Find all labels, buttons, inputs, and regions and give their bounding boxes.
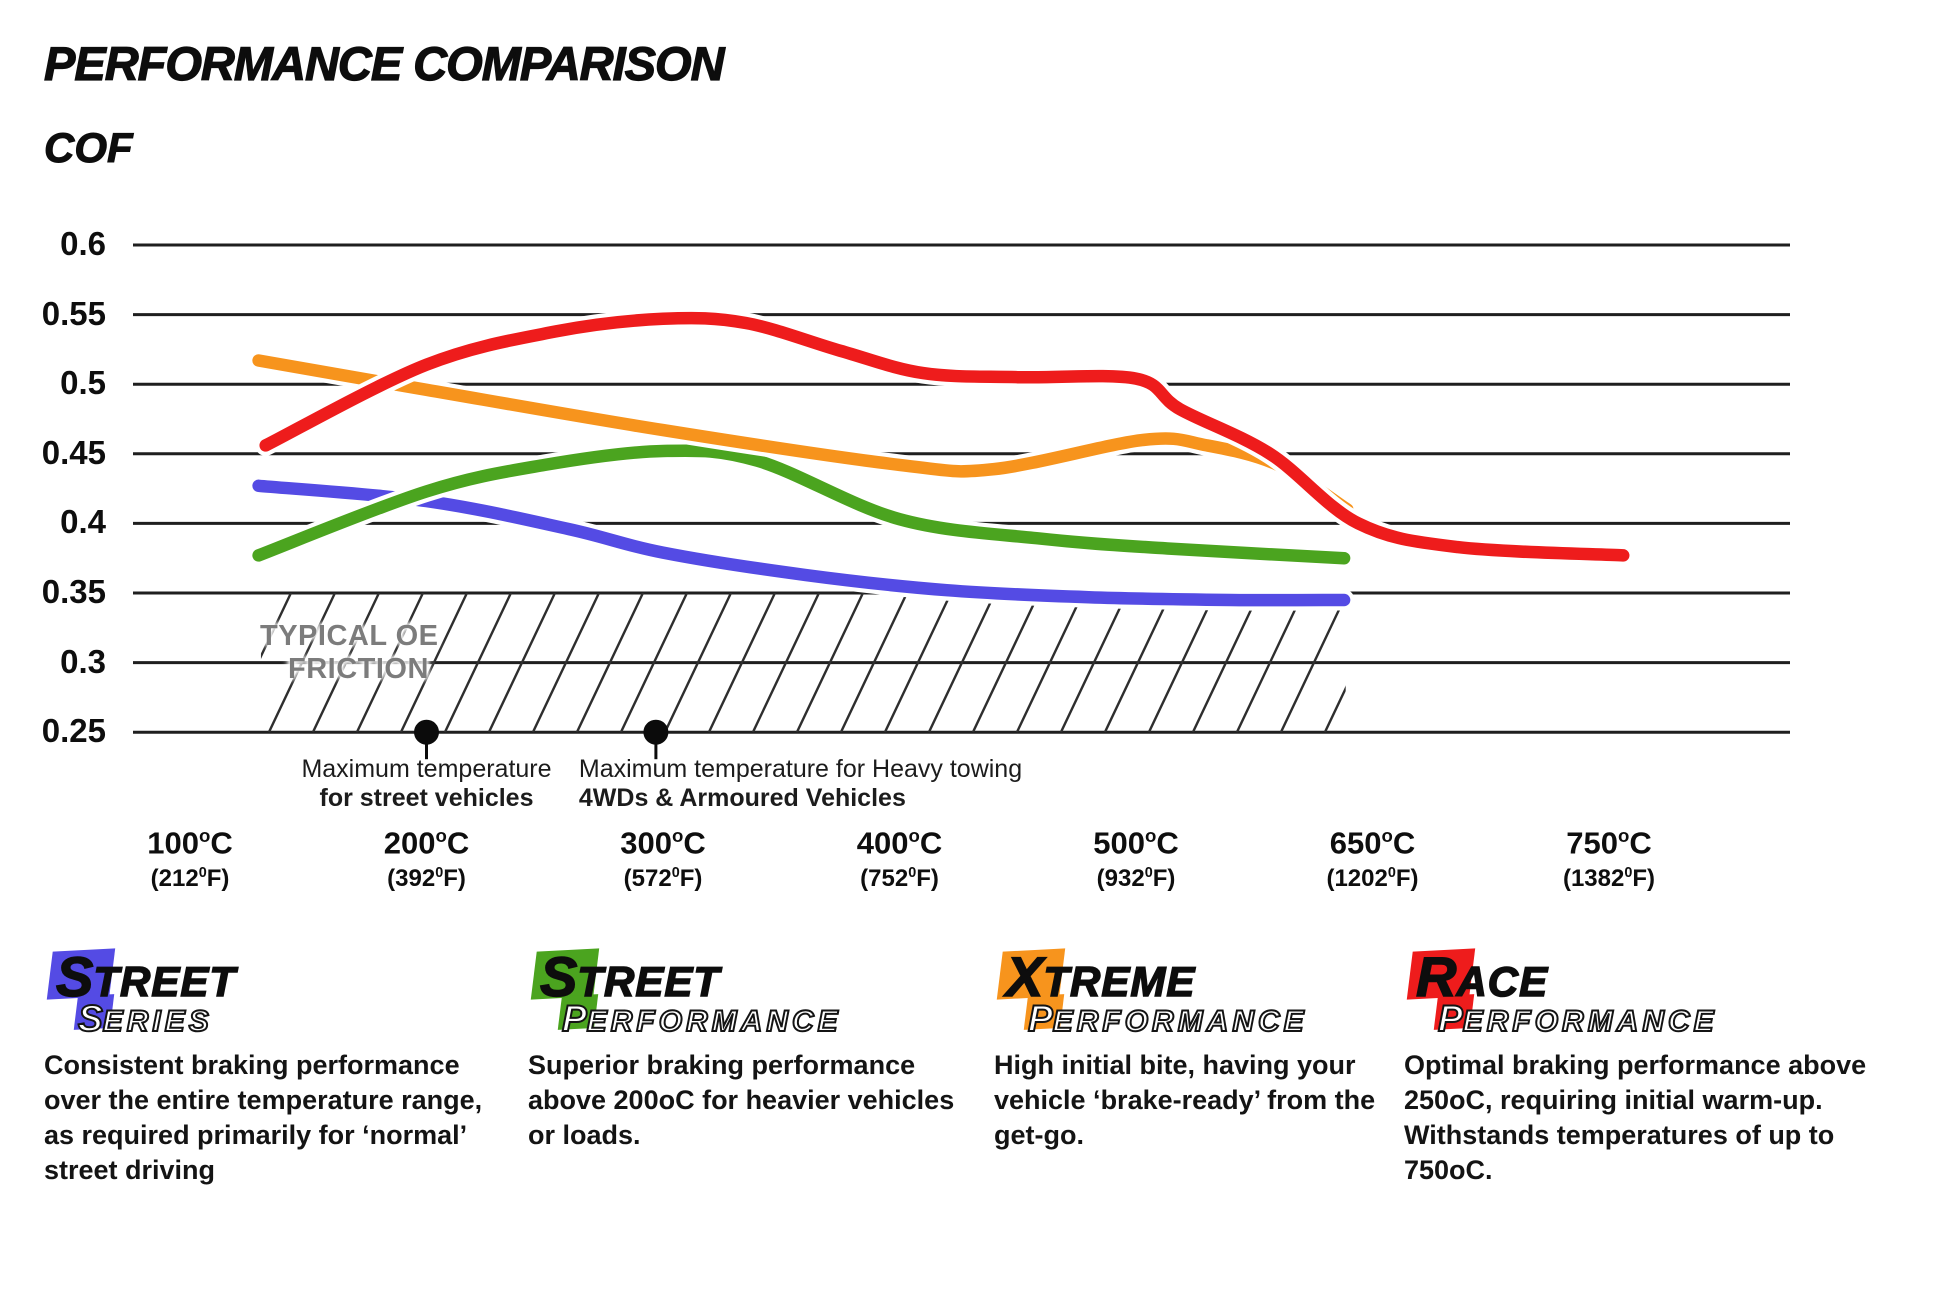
annotation-max-temp-street: Maximum temperature for street vehicles [301,755,552,812]
race-performance-wordmark: RACE [1415,944,1549,1009]
street-performance-wordmark: STREET [539,944,721,1009]
street-performance-subtitle: PERFORMANCE [561,997,842,1040]
street-performance-description: Superior braking performance above 200oC… [528,1050,955,1150]
x-tick-750c: 750oC (13820F) [1562,825,1656,893]
annotation-max-temp-heavy-towing: Maximum temperature for Heavy towing 4WD… [578,755,1023,812]
y-tick-0.35: 0.35 [41,573,106,610]
x-tick-500c: 500oC (9320F) [1093,825,1179,893]
y-tick-0.5: 0.5 [60,364,106,402]
y-tick-0.45: 0.45 [41,433,106,471]
x-tick-400c: 400oC (7520F) [856,825,943,893]
street-series-description: Consistent braking performance over the … [44,1050,483,1185]
xtreme-performance-description: High initial bite, having your vehicle ‘… [994,1050,1376,1150]
x-tick-650c: 650oC (12020F) [1326,825,1419,893]
x-tick-300c: 300oC (5720F) [620,825,706,893]
x-tick-100c: 100oC (2120F) [147,825,233,893]
street-series-wordmark: STREET [55,944,237,1009]
y-tick-0.4: 0.4 [60,503,106,541]
xtreme-performance-wordmark: XTREME [1005,944,1196,1009]
typical-oe-friction-label: TYPICAL OE FRICTION [260,620,439,685]
y-tick-0.25: 0.25 [41,712,106,750]
legend-street-series: STREET SERIES Consistent braking perform… [44,944,496,1278]
y-tick-0.6: 0.6 [60,225,106,262]
street-series-subtitle: SERIES [77,997,213,1040]
page-title: PERFORMANCE COMPARISON [43,36,725,90]
x-tick-200c: 200oC (3920F) [383,825,470,893]
y-tick-0.55: 0.55 [41,294,106,332]
legend-street-performance: STREET PERFORMANCE Superior braking perf… [528,944,983,1278]
race-performance-description: Optimal braking performance above 250oC,… [1404,1050,1867,1185]
race-performance-subtitle: PERFORMANCE [1437,997,1718,1040]
legend-race-performance: RACE PERFORMANCE Optimal braking perform… [1404,944,1884,1278]
legend-xtreme-performance: XTREME PERFORMANCE High initial bite, ha… [994,944,1414,1278]
xtreme-performance-subtitle: PERFORMANCE [1027,997,1308,1040]
y-axis-title: COF [44,124,134,172]
y-tick-0.3: 0.3 [60,642,106,680]
